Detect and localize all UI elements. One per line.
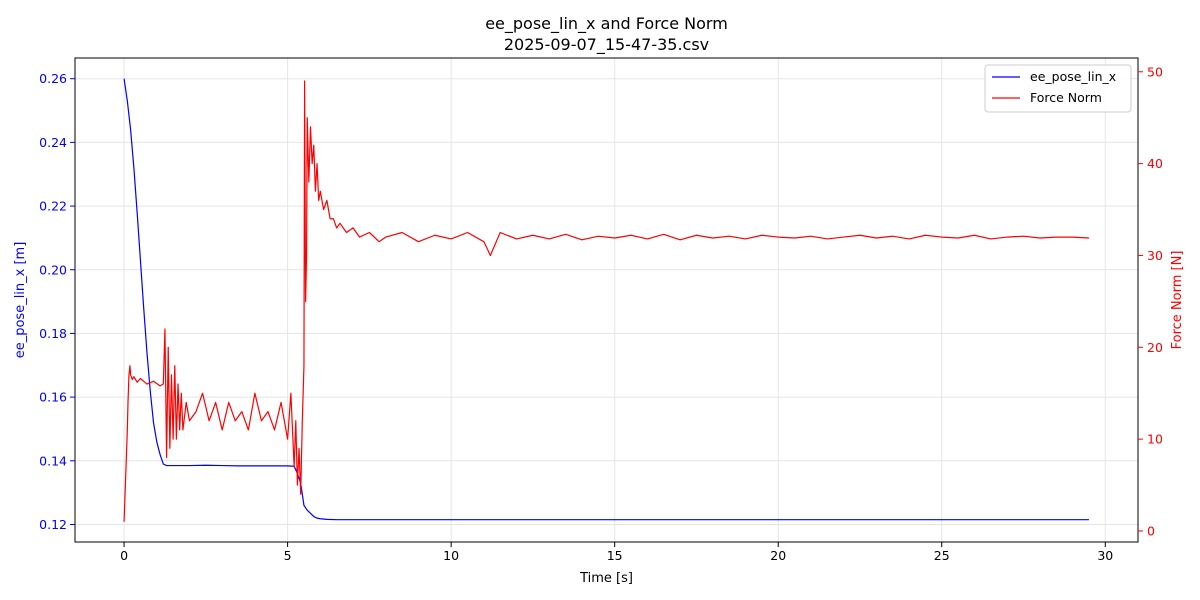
series-line-ee-pose-lin-x	[123, 78, 1089, 521]
left-y-tick-label: 0.22	[39, 199, 67, 214]
x-tick-label: 30	[1097, 548, 1113, 563]
x-tick-label: 5	[284, 548, 292, 563]
right-y-tick-label: 30	[1147, 248, 1163, 263]
legend-box	[984, 64, 1132, 113]
left-y-tick-label: 0.24	[39, 135, 67, 150]
legend-label-ee-pose-lin-x: ee_pose_lin_x	[1030, 69, 1116, 84]
x-tick-label: 20	[770, 548, 786, 563]
right-y-tick-label: 0	[1147, 523, 1155, 538]
x-tick-label: 15	[607, 548, 623, 563]
series-line-force-norm	[123, 80, 1089, 522]
legend-label-force-norm: Force Norm	[1030, 90, 1102, 105]
left-y-tick-label: 0.26	[39, 71, 67, 86]
x-axis-label: Time [s]	[579, 571, 633, 586]
grid-lines	[75, 58, 1138, 542]
x-tick-label: 0	[120, 548, 128, 563]
right-y-tick-label: 20	[1147, 340, 1163, 355]
axes: 0 5 10 15 20 25 30 0.12 0.14 0.16 0.18 0.20 0.22 0.24…	[39, 64, 1163, 563]
right-y-axis-label: Force Norm [N]	[1170, 251, 1185, 350]
left-y-tick-label: 0.16	[39, 390, 67, 405]
x-tick-label: 25	[934, 548, 950, 563]
plot-series	[123, 78, 1089, 522]
left-y-tick-label: 0.14	[39, 453, 67, 468]
plot-frame	[74, 57, 1139, 543]
chart-title: ee_pose_lin_x and Force Norm	[485, 14, 728, 34]
legend: ee_pose_lin_x Force Norm	[984, 64, 1132, 113]
right-y-tick-label: 10	[1147, 432, 1163, 447]
x-tick-label: 10	[443, 548, 459, 563]
right-y-tick-label: 50	[1147, 64, 1163, 79]
right-y-tick-label: 40	[1147, 156, 1163, 171]
chart-subtitle: 2025-09-07_15-47-35.csv	[504, 35, 709, 55]
left-y-tick-label: 0.18	[39, 326, 67, 341]
left-y-axis-label: ee_pose_lin_x [m]	[13, 242, 28, 359]
left-y-tick-label: 0.12	[39, 517, 67, 532]
left-y-tick-label: 0.20	[39, 262, 67, 277]
